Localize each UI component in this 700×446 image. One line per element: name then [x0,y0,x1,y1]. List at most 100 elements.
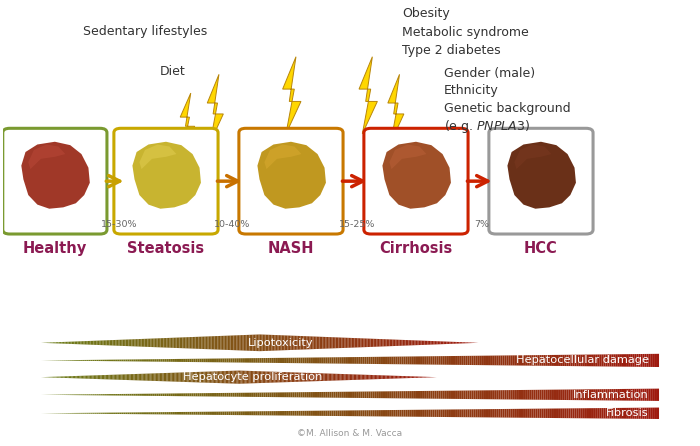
Polygon shape [444,391,447,399]
Polygon shape [246,335,248,351]
Polygon shape [335,392,337,398]
Polygon shape [514,355,517,366]
Polygon shape [435,341,436,344]
Polygon shape [505,390,507,400]
Polygon shape [162,373,164,381]
Polygon shape [298,372,300,382]
Polygon shape [424,341,426,345]
Polygon shape [280,372,281,382]
Polygon shape [546,409,548,418]
Polygon shape [158,393,160,396]
Polygon shape [334,374,335,380]
Polygon shape [393,339,394,346]
Polygon shape [148,412,150,414]
Polygon shape [143,339,144,347]
Polygon shape [657,354,659,367]
Polygon shape [394,339,395,346]
Polygon shape [193,359,195,362]
Polygon shape [280,335,281,351]
Polygon shape [389,376,391,379]
Polygon shape [490,409,492,417]
Polygon shape [321,411,323,416]
Polygon shape [111,375,112,380]
Polygon shape [498,390,500,399]
Polygon shape [89,341,90,345]
Polygon shape [575,355,577,366]
Polygon shape [256,392,258,397]
Polygon shape [579,389,581,400]
Polygon shape [216,412,218,415]
Polygon shape [540,355,542,366]
Polygon shape [247,392,249,397]
Polygon shape [267,334,269,351]
Polygon shape [414,410,416,417]
Polygon shape [562,355,564,366]
Polygon shape [630,389,632,401]
Polygon shape [622,408,624,419]
Polygon shape [319,411,321,416]
Polygon shape [358,338,359,347]
Polygon shape [388,74,404,143]
Polygon shape [302,411,304,416]
Polygon shape [264,372,265,383]
Polygon shape [55,376,57,378]
Polygon shape [477,390,480,399]
Polygon shape [183,412,186,415]
Polygon shape [298,358,300,363]
Polygon shape [401,376,402,378]
Polygon shape [127,413,130,414]
Polygon shape [360,357,363,364]
Polygon shape [207,372,209,383]
Polygon shape [277,335,279,351]
Polygon shape [158,412,160,414]
Polygon shape [312,336,314,349]
Polygon shape [186,412,187,415]
Polygon shape [284,372,285,382]
Polygon shape [636,408,638,419]
Polygon shape [531,390,533,400]
Polygon shape [280,392,282,397]
Polygon shape [492,409,494,417]
Polygon shape [234,335,235,350]
Polygon shape [348,392,350,398]
Polygon shape [356,392,358,398]
Polygon shape [162,393,164,396]
Polygon shape [130,374,131,380]
Polygon shape [167,359,169,362]
Polygon shape [365,357,367,364]
Polygon shape [198,372,200,382]
Polygon shape [566,409,568,418]
Polygon shape [169,338,171,348]
Polygon shape [300,411,302,416]
Polygon shape [374,392,377,398]
Polygon shape [307,358,309,363]
Polygon shape [223,393,224,396]
Polygon shape [230,393,232,396]
Polygon shape [258,411,260,415]
Polygon shape [136,339,137,347]
Polygon shape [319,392,321,397]
Polygon shape [618,354,620,367]
Polygon shape [244,335,245,351]
Polygon shape [247,371,248,384]
Polygon shape [349,374,350,380]
Polygon shape [374,339,375,347]
Polygon shape [214,359,216,362]
Polygon shape [509,390,511,400]
Polygon shape [442,356,444,365]
Polygon shape [311,411,313,416]
Polygon shape [253,411,256,415]
Polygon shape [88,360,90,361]
Text: Sedentary lifestyles: Sedentary lifestyles [83,25,207,38]
Polygon shape [132,394,134,396]
Polygon shape [274,372,276,383]
Polygon shape [527,390,529,400]
Polygon shape [340,357,342,363]
Polygon shape [76,376,78,378]
Polygon shape [311,358,313,363]
Polygon shape [164,359,167,362]
Polygon shape [430,356,433,364]
Polygon shape [428,356,430,364]
Polygon shape [296,411,298,416]
Polygon shape [99,360,101,361]
